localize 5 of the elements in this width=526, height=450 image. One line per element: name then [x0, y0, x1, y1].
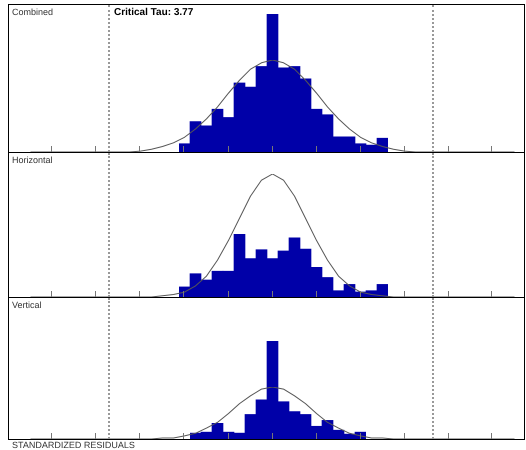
chart-title: Horizontal — [12, 155, 53, 166]
chart-title: Combined — [12, 7, 54, 18]
x-axis-title: STANDARDIZED RESIDUALS — [12, 440, 135, 450]
annotation: Critical Tau: 3.77 — [114, 7, 194, 19]
chart-title: Vertical — [12, 300, 42, 311]
